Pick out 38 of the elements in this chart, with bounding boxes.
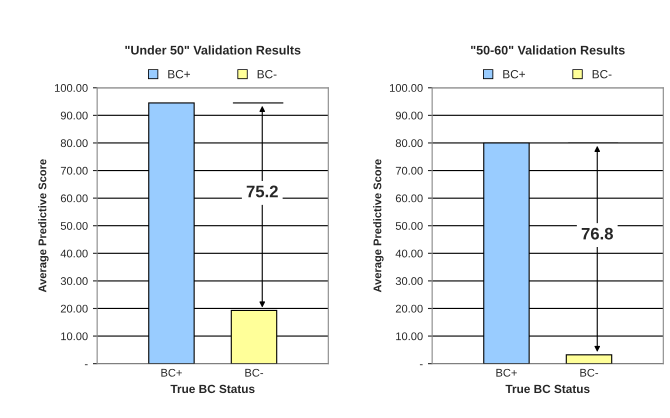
y-tick-label: 90.00 (60, 112, 88, 120)
y-tick-label: 20.00 (60, 304, 88, 313)
y-tick-label: 40.00 (60, 250, 88, 258)
y-tick-label: 100.00 (390, 84, 423, 92)
legend-label: BC- (592, 70, 612, 78)
legend-label: BC+ (168, 70, 190, 78)
annotation: 75.2 (246, 186, 278, 198)
y-tick-label: 50.00 (396, 222, 423, 230)
y-tick-label: - (84, 364, 88, 366)
y-tick-label: 60.00 (60, 194, 88, 202)
y-axis-title: Average Predictive Score (373, 159, 384, 292)
x-axis-title: True BC Status (506, 384, 590, 394)
y-tick-label: 60.00 (396, 194, 423, 202)
y-tick-label: - (420, 364, 423, 366)
annotation: 76.8 (582, 228, 613, 240)
y-axis-title: Average Predictive Score (38, 159, 49, 292)
chart-title: "Under 50" Validation Results (125, 45, 300, 55)
x-tick-label: BC- (580, 368, 598, 377)
y-tick-label: 30.00 (396, 277, 423, 286)
y-tick-label: 80.00 (396, 139, 423, 148)
y-tick-label: 90.00 (396, 112, 423, 120)
y-tick-label: 40.00 (396, 250, 423, 258)
y-tick-label: 20.00 (396, 304, 423, 313)
x-tick-label: BC- (245, 368, 264, 377)
legend-label: BC- (258, 70, 277, 78)
legend-label: BC+ (503, 70, 526, 78)
y-tick-label: 70.00 (396, 166, 423, 175)
y-tick-label: 100.00 (54, 84, 88, 92)
y-tick-label: 70.00 (60, 166, 88, 175)
y-tick-label: 10.00 (61, 332, 88, 340)
y-tick-label: 10.00 (396, 332, 423, 340)
x-tick-label: BC+ (161, 368, 182, 377)
y-tick-label: 80.00 (60, 139, 88, 148)
y-tick-label: 50.00 (60, 222, 88, 230)
x-axis-title: True BC Status (170, 384, 255, 394)
x-tick-label: BC+ (496, 368, 517, 377)
y-tick-label: 30.00 (60, 277, 88, 286)
chart-title: "50-60" Validation Results (471, 45, 625, 55)
